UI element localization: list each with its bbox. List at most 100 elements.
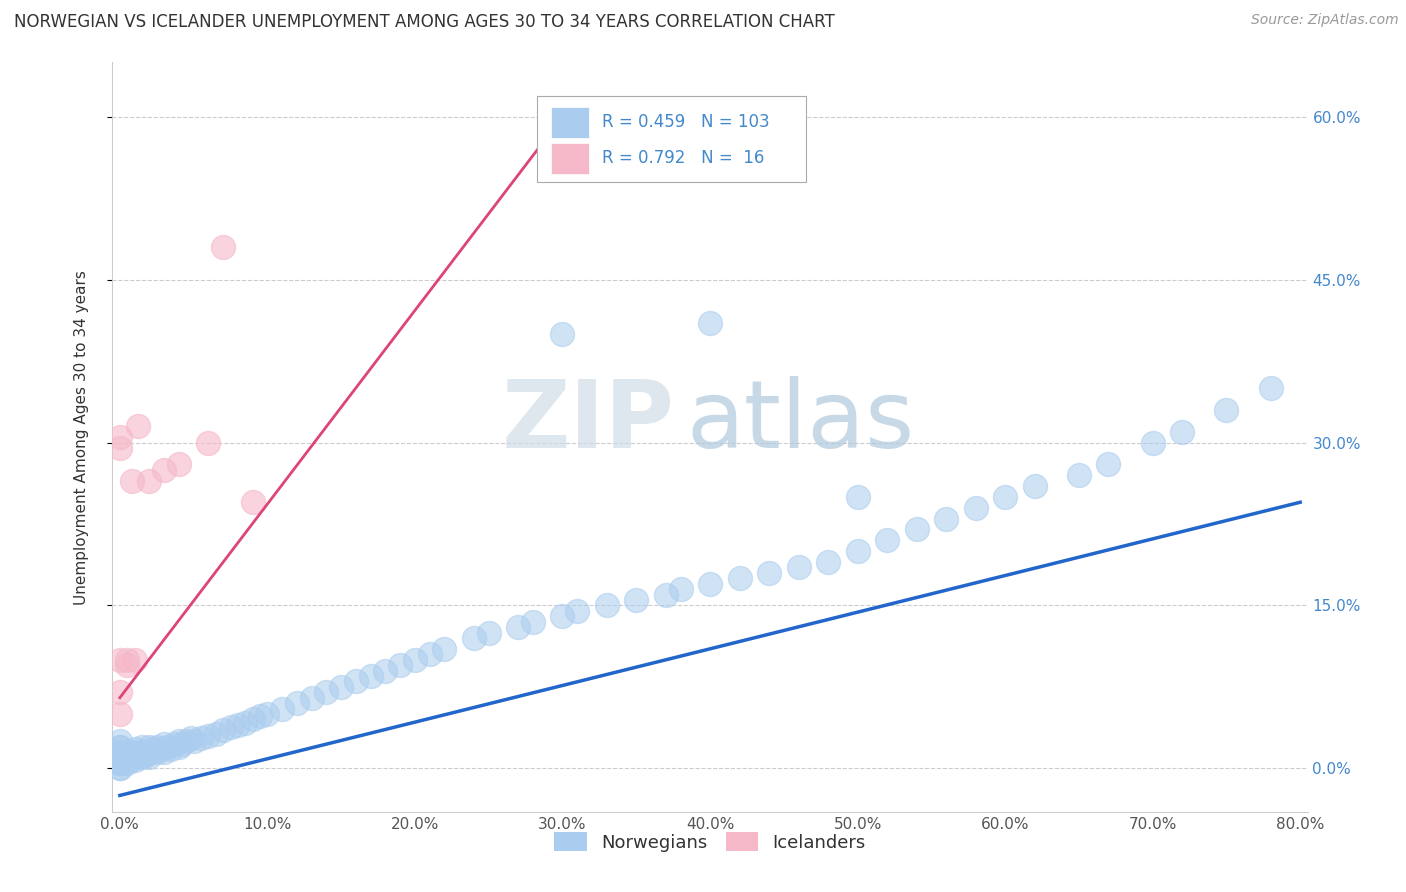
Point bbox=[626, 593, 648, 607]
Point bbox=[596, 599, 619, 613]
Point bbox=[115, 658, 138, 673]
Point bbox=[219, 720, 242, 734]
Point bbox=[115, 750, 138, 764]
Point bbox=[138, 474, 160, 488]
Point bbox=[167, 734, 190, 748]
Point bbox=[233, 715, 256, 730]
Point bbox=[180, 731, 202, 745]
Point bbox=[131, 739, 153, 754]
Point bbox=[108, 756, 131, 770]
Point bbox=[108, 441, 131, 455]
Point bbox=[567, 604, 589, 618]
Point bbox=[163, 738, 186, 752]
Point bbox=[160, 741, 183, 756]
Point bbox=[204, 726, 226, 740]
Point bbox=[1097, 457, 1119, 471]
Point bbox=[1142, 435, 1164, 450]
FancyBboxPatch shape bbox=[537, 96, 806, 182]
Point bbox=[374, 664, 396, 678]
Point bbox=[153, 745, 176, 759]
Point bbox=[108, 430, 131, 444]
Point bbox=[138, 750, 160, 764]
Point bbox=[212, 240, 235, 254]
Point bbox=[108, 748, 131, 763]
Point bbox=[197, 435, 219, 450]
Point bbox=[508, 620, 530, 634]
Point bbox=[330, 680, 353, 694]
Point bbox=[655, 588, 678, 602]
Point bbox=[145, 739, 167, 754]
Point bbox=[344, 674, 367, 689]
Point bbox=[242, 495, 264, 509]
Point bbox=[1215, 403, 1237, 417]
Point bbox=[108, 685, 131, 699]
Point bbox=[787, 560, 810, 574]
Y-axis label: Unemployment Among Ages 30 to 34 years: Unemployment Among Ages 30 to 34 years bbox=[75, 269, 89, 605]
Point bbox=[170, 738, 193, 752]
Point bbox=[846, 544, 869, 558]
Point bbox=[285, 696, 308, 710]
Point bbox=[108, 739, 131, 754]
Point bbox=[876, 533, 898, 548]
Text: R = 0.459   N = 103: R = 0.459 N = 103 bbox=[603, 113, 770, 131]
Point bbox=[174, 734, 197, 748]
Point bbox=[108, 745, 131, 759]
Point bbox=[669, 582, 692, 596]
Point bbox=[131, 750, 153, 764]
Point bbox=[108, 761, 131, 775]
Point bbox=[1171, 425, 1194, 439]
Point bbox=[135, 748, 157, 763]
Point bbox=[108, 734, 131, 748]
Point bbox=[153, 463, 176, 477]
Point bbox=[551, 609, 574, 624]
Text: Source: ZipAtlas.com: Source: ZipAtlas.com bbox=[1251, 13, 1399, 28]
Point bbox=[249, 709, 271, 723]
Point bbox=[156, 739, 179, 754]
Point bbox=[846, 490, 869, 504]
Point bbox=[108, 706, 131, 721]
Point bbox=[522, 615, 544, 629]
Point bbox=[167, 739, 190, 754]
Point bbox=[127, 745, 149, 759]
Point bbox=[108, 750, 131, 764]
Point bbox=[115, 653, 138, 667]
Point bbox=[108, 745, 131, 759]
Point bbox=[115, 745, 138, 759]
Point bbox=[108, 739, 131, 754]
Point bbox=[153, 738, 176, 752]
Point bbox=[127, 750, 149, 764]
Point bbox=[699, 316, 721, 330]
Point bbox=[404, 653, 426, 667]
Point bbox=[1067, 468, 1090, 483]
Point bbox=[141, 741, 163, 756]
Point bbox=[115, 748, 138, 763]
Point bbox=[905, 522, 928, 536]
Point bbox=[463, 631, 485, 645]
Point bbox=[758, 566, 780, 580]
Point bbox=[115, 756, 138, 770]
Point bbox=[120, 748, 142, 763]
Point bbox=[150, 741, 173, 756]
Point bbox=[124, 748, 146, 763]
Point bbox=[994, 490, 1017, 504]
Point bbox=[212, 723, 235, 738]
Point bbox=[242, 713, 264, 727]
Point bbox=[138, 739, 160, 754]
Point bbox=[419, 647, 441, 661]
Point bbox=[108, 750, 131, 764]
Text: R = 0.792   N =  16: R = 0.792 N = 16 bbox=[603, 149, 765, 168]
Text: atlas: atlas bbox=[686, 376, 914, 468]
Text: NORWEGIAN VS ICELANDER UNEMPLOYMENT AMONG AGES 30 TO 34 YEARS CORRELATION CHART: NORWEGIAN VS ICELANDER UNEMPLOYMENT AMON… bbox=[14, 13, 835, 31]
Point bbox=[115, 753, 138, 767]
Point bbox=[124, 653, 146, 667]
Point bbox=[360, 669, 382, 683]
Text: ZIP: ZIP bbox=[502, 376, 675, 468]
Point bbox=[145, 745, 167, 759]
Point bbox=[108, 753, 131, 767]
Point bbox=[301, 690, 323, 705]
Point bbox=[226, 718, 249, 732]
Point bbox=[167, 457, 190, 471]
Point bbox=[138, 745, 160, 759]
Point bbox=[121, 474, 143, 488]
Point bbox=[108, 756, 131, 770]
